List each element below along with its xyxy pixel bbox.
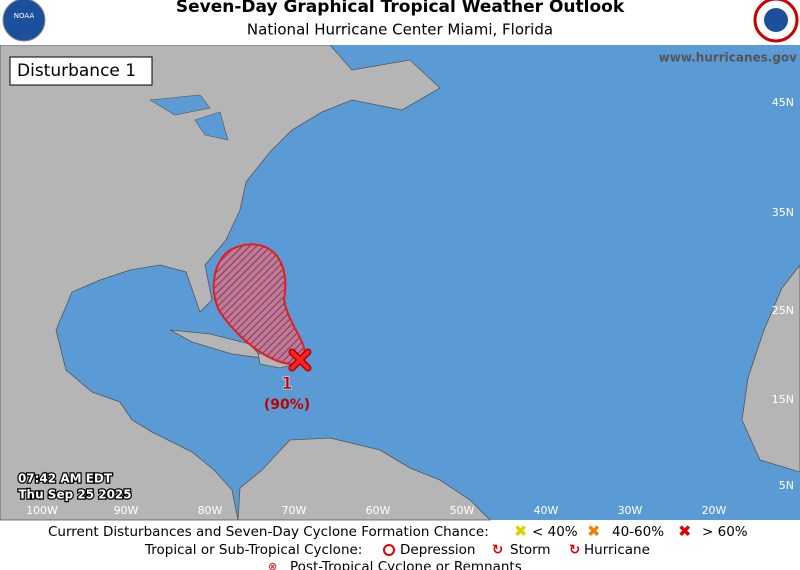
- legend-chance: 40-60%: [612, 524, 664, 540]
- lat-label: 25N: [772, 304, 794, 317]
- lat-labels: 45N 35N 25N 15N 5N: [772, 96, 794, 492]
- header-bg: [0, 0, 800, 45]
- lon-label: 50W: [450, 504, 475, 517]
- website[interactable]: www.hurricanes.gov: [659, 51, 798, 65]
- legend-line3: Post-Tropical Cyclone or Remnants: [290, 559, 522, 570]
- medium-icon: ✖: [587, 522, 600, 541]
- depression-icon: [383, 544, 395, 556]
- subtitle: National Hurricane Center Miami, Florida: [247, 21, 553, 39]
- lon-labels: 100W 90W 80W 70W 60W 50W 40W 30W 20W: [26, 504, 726, 517]
- high-icon: ✖: [678, 522, 691, 541]
- legend-cyclone: Hurricane: [584, 542, 650, 558]
- title: Seven-Day Graphical Tropical Weather Out…: [176, 0, 625, 17]
- legend-cyclone: Depression: [400, 542, 475, 558]
- panel-box: [9, 56, 153, 86]
- noaa-logo-text: NOAA: [14, 12, 35, 20]
- legend-chance: < 40%: [532, 524, 578, 540]
- hurricane-icon: ↻: [569, 542, 580, 558]
- time: 07:42 AM EDT: [18, 472, 113, 486]
- storm-icon: ↻: [492, 542, 503, 558]
- low-icon: ✖: [514, 522, 527, 541]
- lon-label: 90W: [114, 504, 139, 517]
- date: Thu Sep 25 2025: [18, 488, 131, 502]
- legend-cyclone: Storm: [510, 542, 551, 558]
- lon-label: 60W: [366, 504, 391, 517]
- lat-label: 15N: [772, 393, 794, 406]
- post-tropical-icon: ⊗: [268, 560, 277, 570]
- lat-label: 35N: [772, 206, 794, 219]
- disturbance-id: 1: [281, 374, 293, 394]
- nws-logo-inner: [764, 8, 788, 32]
- lon-label: 30W: [618, 504, 643, 517]
- lat-label: 45N: [772, 96, 794, 109]
- lon-label: 100W: [26, 504, 58, 517]
- disturbance-chance: (90%): [264, 397, 310, 413]
- legend-chance: > 60%: [702, 524, 748, 540]
- panel-label: Disturbance 1: [17, 61, 136, 81]
- lon-label: 70W: [282, 504, 307, 517]
- lon-label: 20W: [702, 504, 727, 517]
- disturbance-marker-inner: [290, 350, 310, 370]
- legend-line2: Tropical or Sub-Tropical Cyclone:: [144, 542, 362, 558]
- noaa-logo: [2, 0, 46, 42]
- lon-label: 80W: [198, 504, 223, 517]
- lon-label: 40W: [534, 504, 559, 517]
- great-lakes: [149, 94, 229, 141]
- legend-line1: Current Disturbances and Seven-Day Cyclo…: [48, 524, 489, 540]
- lat-label: 5N: [779, 479, 794, 492]
- legend: Current Disturbances and Seven-Day Cyclo…: [48, 522, 748, 570]
